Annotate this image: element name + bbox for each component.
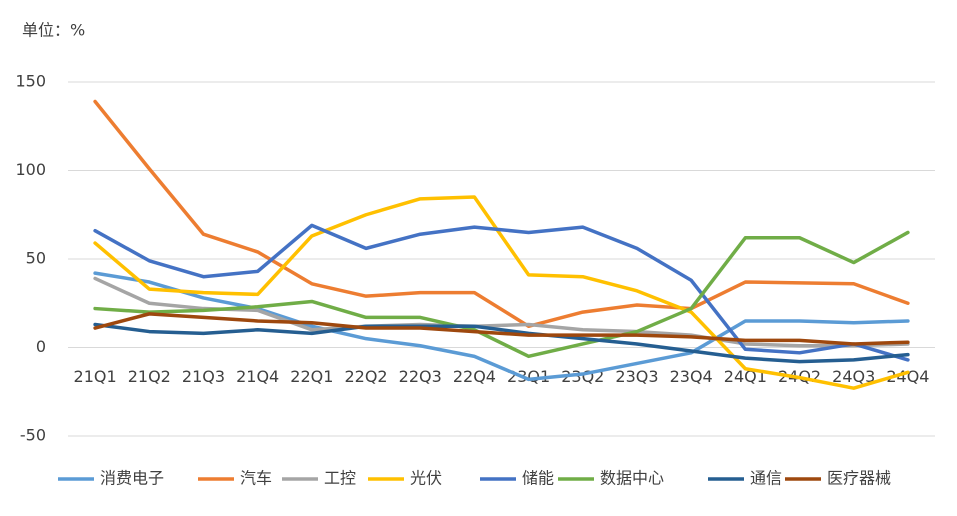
x-tick-label: 21Q4 <box>236 367 279 386</box>
legend-label: 工控 <box>324 469 356 488</box>
series-line <box>93 230 910 359</box>
series-line <box>93 312 910 346</box>
y-tick-label: 50 <box>26 249 46 268</box>
x-tick-label: 21Q3 <box>182 367 225 386</box>
legend-label: 消费电子 <box>100 469 164 488</box>
y-tick-label: 0 <box>36 337 46 356</box>
x-tick-label: 21Q1 <box>74 367 117 386</box>
x-tick-label: 23Q4 <box>670 367 713 386</box>
series-line <box>93 99 910 329</box>
legend-label: 医疗器械 <box>827 469 891 488</box>
legend-label: 汽车 <box>240 469 272 488</box>
series-line <box>93 271 910 382</box>
x-tick-label: 23Q3 <box>615 367 658 386</box>
x-tick-label: 24Q3 <box>832 367 875 386</box>
series-line <box>93 276 910 348</box>
series-line <box>93 195 910 390</box>
y-tick-label: 100 <box>15 160 46 179</box>
legend-label: 数据中心 <box>600 469 664 488</box>
legend-label: 储能 <box>522 469 554 488</box>
unit-label: 单位：% <box>22 21 85 40</box>
series-line <box>93 223 910 362</box>
legend-label: 通信 <box>750 469 782 488</box>
x-tick-label: 23Q1 <box>507 367 550 386</box>
y-tick-label: 150 <box>15 72 46 91</box>
x-tick-label: 22Q3 <box>399 367 442 386</box>
x-tick-label: 22Q1 <box>290 367 333 386</box>
x-tick-label: 21Q2 <box>128 367 171 386</box>
x-tick-label: 22Q2 <box>344 367 387 386</box>
x-tick-label: 22Q4 <box>453 367 496 386</box>
x-tick-label: 24Q4 <box>886 367 929 386</box>
y-tick-label: -50 <box>20 426 46 445</box>
series-line <box>93 322 910 364</box>
legend-label: 光伏 <box>410 469 442 488</box>
